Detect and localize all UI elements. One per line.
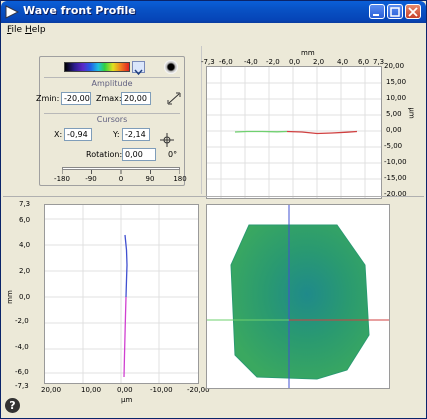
x-cursor-input[interactable]: -0,94 (64, 128, 92, 141)
profile-curve-bottom (123, 296, 127, 378)
slider-tick: 90 (145, 175, 155, 183)
amplitude-label: Amplitude (91, 79, 133, 88)
x-tick: -10,00 (150, 386, 173, 394)
y-tick: -10,00 (384, 158, 407, 166)
y-tick: -2,0 (15, 317, 29, 325)
x-tick: 2,0 (313, 58, 325, 66)
x-tick: 0,00 (117, 386, 133, 394)
left-profile-plot-area (45, 205, 198, 383)
zmax-input[interactable]: 20,00 (121, 92, 151, 105)
crosshair-icon[interactable] (160, 133, 174, 147)
slider-tick: 0 (118, 175, 124, 183)
zmax-label: Zmax: (96, 94, 122, 103)
fit-icon[interactable] (167, 92, 181, 105)
title-bar[interactable]: Wave front Profile (1, 1, 426, 23)
y-tick: 7,3 (19, 200, 31, 208)
left-plot-unit-bottom: μm (121, 396, 133, 404)
minimize-icon (373, 14, 379, 16)
y-cursor-input[interactable]: -2,14 (122, 128, 150, 141)
y-tick: -6,0 (15, 368, 29, 376)
menu-file[interactable]: File (7, 25, 23, 35)
colormap-dropdown-button[interactable] (132, 61, 145, 76)
y-tick: -5,00 (384, 142, 403, 150)
minimize-button[interactable] (369, 4, 385, 19)
top-plot-unit-right: μm (407, 107, 416, 119)
rotation-unit: 0° (168, 150, 178, 159)
y-tick: -20,00 (384, 190, 407, 198)
left-profile-plot[interactable] (44, 204, 199, 384)
y-tick: 4,0 (19, 241, 31, 249)
reset-button[interactable] (164, 60, 178, 74)
cursors-label: Cursors (96, 115, 128, 124)
y-tick: -4,0 (15, 343, 29, 351)
x-tick: -20,00 (187, 386, 210, 394)
x-tick: -6,0 (219, 58, 233, 66)
profile-curve-right (286, 130, 358, 135)
x-tick: 6,0 (358, 58, 370, 66)
left-plot-unit-left: mm (5, 290, 14, 304)
x-tick: 20,00 (41, 386, 62, 394)
zmin-label: Zmin: (36, 94, 60, 103)
control-panel: Amplitude Zmin: -20,00 Zmax: 20,00 Curso… (36, 56, 187, 186)
window-title: Wave front Profile (23, 4, 136, 17)
rotation-slider[interactable] (62, 167, 180, 170)
y-tick: 10,00 (386, 94, 407, 102)
x-tick: -7,3 (201, 58, 215, 66)
colormap-bar[interactable] (64, 62, 130, 72)
wavefront-surface (230, 224, 370, 380)
x-tick: -4,0 (244, 58, 258, 66)
divider (44, 113, 180, 114)
wavefront-map-area (207, 205, 389, 388)
profile-curve-left (234, 130, 288, 133)
x-tick: 0,0 (289, 58, 301, 66)
divider (44, 77, 180, 78)
rotation-label: Rotation: (86, 150, 123, 159)
help-icon[interactable]: ? (5, 398, 20, 413)
top-plot-unit-top: mm (301, 49, 315, 57)
y-tick: 6,0 (19, 216, 31, 224)
x-tick: 4,0 (337, 58, 349, 66)
y-tick: 5,00 (386, 110, 402, 118)
rotation-input[interactable]: 0,00 (122, 148, 156, 161)
maximize-icon (390, 7, 400, 17)
y-label: Y: (113, 130, 120, 139)
y-tick: 0,00 (386, 126, 402, 134)
rotation-slider-ticks (62, 170, 180, 174)
y-tick: 0,0 (19, 293, 31, 301)
y-tick: 2,0 (19, 267, 31, 275)
close-button[interactable] (405, 4, 421, 19)
slider-tick: 180 (173, 175, 187, 183)
top-profile-plot-area (207, 67, 381, 198)
wavefront-map[interactable] (206, 204, 390, 389)
slider-tick: -180 (54, 175, 70, 183)
x-tick: 7,3 (373, 58, 385, 66)
divider (201, 46, 202, 194)
menu-bar: File Help (1, 23, 426, 39)
y-tick: -15,00 (384, 174, 407, 182)
y-tick: 15,00 (386, 78, 407, 86)
zmin-input[interactable]: -20,00 (61, 92, 91, 105)
divider (3, 196, 424, 197)
y-tick: 20,00 (384, 62, 405, 70)
x-tick: 10,00 (81, 386, 102, 394)
top-profile-plot[interactable] (206, 66, 382, 199)
wavefront-app-icon (5, 5, 19, 19)
slider-tick: -90 (85, 175, 97, 183)
maximize-button[interactable] (387, 4, 403, 19)
x-label: X: (54, 130, 63, 139)
close-icon (408, 7, 418, 17)
menu-help[interactable]: Help (25, 25, 46, 35)
x-tick: -2,0 (266, 58, 280, 66)
profile-curve-top (124, 234, 128, 298)
dropdown-arrow-icon (134, 69, 143, 76)
y-tick: -7,3 (15, 382, 29, 390)
